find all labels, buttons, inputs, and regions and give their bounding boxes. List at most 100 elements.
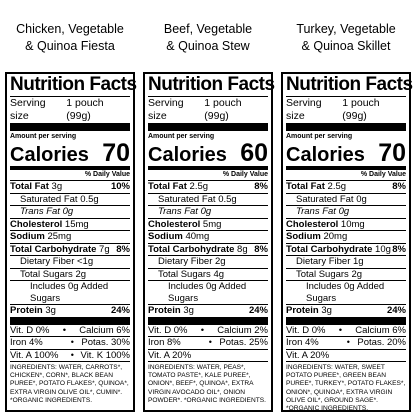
- protein-row: Protein 3g 24%: [148, 304, 268, 317]
- ingredients-text: INGREDIENTS: WATER, PEAS*, TOMATO PASTE*…: [148, 361, 268, 405]
- vitamin-cell: Calcium 2%: [217, 324, 268, 336]
- vitamin-row-1: Vit. D 0% • Calcium 6%: [286, 325, 406, 337]
- product-name-line-2: & Quinoa Stew: [166, 39, 250, 53]
- serving-size-value: 1 pouch (99g): [66, 97, 104, 122]
- product-name: Chicken, Vegetable & Quinoa Fiesta: [5, 0, 135, 66]
- nutrition-facts-panel: Nutrition Facts Serving size 1 pouch (99…: [143, 72, 275, 412]
- trans-fat-row: Trans Fat 0g: [10, 205, 130, 218]
- total-carb-label: Total Carbohydrate: [148, 243, 235, 255]
- vitamin-cell: Vit. D 0%: [286, 324, 326, 336]
- bullet: •: [208, 337, 212, 347]
- total-sugars-row: Total Sugars 2g: [10, 267, 130, 281]
- product-name-line-2: & Quinoa Fiesta: [25, 39, 115, 53]
- added-sugars-row: Includes 0g Added Sugars: [286, 280, 406, 304]
- divider-thick: [286, 316, 406, 325]
- saturated-fat-row: Saturated Fat 0.5g: [148, 192, 268, 206]
- nutrition-column: Chicken, Vegetable & Quinoa Fiesta Nutri…: [5, 0, 137, 412]
- divider-thick: [148, 123, 268, 131]
- bullet: •: [346, 337, 350, 347]
- total-carb-dv: 8%: [254, 243, 268, 255]
- product-name: Turkey, Vegetable & Quinoa Skillet: [281, 0, 411, 66]
- total-fat-amount: 3g: [51, 181, 63, 192]
- total-carbohydrate-row: Total Carbohydrate 7g 8%: [10, 242, 130, 256]
- total-fat-row: Total Fat 2.5g 8%: [286, 180, 406, 193]
- trans-fat-text: Trans Fat 0g: [296, 206, 350, 217]
- total-sugars-row: Total Sugars 2g: [286, 267, 406, 281]
- vitamin-cell: Iron 4%: [286, 337, 319, 348]
- serving-size-row: Serving size 1 pouch (99g): [286, 96, 406, 123]
- sodium-row: Sodium 40mg: [148, 230, 268, 243]
- total-carbohydrate-row: Total Carbohydrate 10g 8%: [286, 242, 406, 256]
- protein-row: Protein 3g 24%: [286, 304, 406, 317]
- protein-amount: 3g: [183, 305, 194, 316]
- calories-row: Calories 70: [286, 139, 406, 167]
- vitamin-cell: Vit. A 20%: [148, 349, 192, 361]
- protein-amount: 3g: [321, 305, 332, 316]
- calories-value: 70: [102, 139, 130, 167]
- added-sugars-row: Includes 0g Added Sugars: [148, 280, 268, 304]
- vitamin-row-2: Iron 4% • Potas. 20%: [286, 336, 406, 349]
- protein-dv: 24%: [248, 305, 268, 316]
- calories-value: 70: [378, 139, 406, 167]
- cholesterol-amount: 5mg: [202, 218, 222, 230]
- protein-row: Protein 3g 24%: [10, 304, 130, 317]
- vitamin-cell: Iron 4%: [10, 337, 43, 348]
- dietary-fiber-row: Dietary Fiber 1g: [286, 255, 406, 268]
- total-fat-dv: 8%: [392, 181, 406, 192]
- total-sugars-row: Total Sugars 4g: [148, 267, 268, 281]
- bullet: •: [62, 324, 67, 336]
- bullet: •: [200, 324, 205, 336]
- vitamin-row-3: Vit. A 20% •: [148, 348, 268, 362]
- product-name-line-2: & Quinoa Skillet: [301, 39, 391, 53]
- total-fat-label: Total Fat: [286, 181, 325, 192]
- total-carb-label: Total Carbohydrate: [10, 243, 97, 255]
- protein-label: Protein: [286, 305, 319, 316]
- total-carb-amount: 7g: [99, 243, 110, 255]
- calories-row: Calories 70: [10, 139, 130, 167]
- protein-label: Protein: [10, 305, 43, 316]
- ingredients-text: INGREDIENTS: WATER, CARROTS*, CHICKEN*, …: [10, 361, 130, 405]
- cholesterol-amount: 15mg: [64, 218, 89, 230]
- cholesterol-label: Cholesterol: [286, 218, 339, 230]
- calories-label: Calories: [286, 144, 365, 166]
- dietary-fiber-row: Dietary Fiber 2g: [148, 255, 268, 268]
- vitamin-cell: Vit. A 100%: [10, 349, 59, 361]
- divider-thick: [286, 123, 406, 131]
- calories-value: 60: [240, 139, 268, 167]
- vitamin-row-1: Vit. D 0% • Calcium 6%: [10, 325, 130, 337]
- sodium-row: Sodium 20mg: [286, 230, 406, 243]
- total-fat-row: Total Fat 3g 10%: [10, 180, 130, 193]
- total-fat-amount: 2.5g: [327, 181, 347, 192]
- bullet: •: [70, 349, 74, 360]
- amount-per-serving: Amount per serving: [10, 133, 77, 140]
- bullet: •: [70, 337, 74, 347]
- added-sugars-row: Includes 0g Added Sugars: [10, 280, 130, 304]
- product-name-line-1: Beef, Vegetable: [163, 22, 253, 36]
- cholesterol-row: Cholesterol 15mg: [10, 217, 130, 231]
- vitamin-cell: Potas. 25%: [219, 337, 268, 348]
- divider-medium: [10, 166, 130, 170]
- vitamin-row-2: Iron 4% • Potas. 30%: [10, 336, 130, 349]
- calories-row: Calories 60: [148, 139, 268, 167]
- cholesterol-label: Cholesterol: [148, 218, 201, 230]
- cholesterol-row: Cholesterol 5mg: [148, 217, 268, 231]
- protein-label: Protein: [148, 305, 181, 316]
- serving-size-label: Serving size: [286, 97, 322, 122]
- nutrition-facts-panel: Nutrition Facts Serving size 1 pouch (99…: [5, 72, 137, 412]
- product-name-line-1: Chicken, Vegetable: [16, 22, 124, 36]
- divider-medium: [286, 166, 406, 170]
- daily-value-header: % Daily Value: [360, 171, 406, 178]
- divider-thick: [148, 316, 268, 325]
- sodium-amount: 25mg: [47, 231, 72, 242]
- protein-amount: 3g: [45, 305, 56, 316]
- bullet: •: [338, 324, 343, 336]
- vitamin-row-3: Vit. A 20% •: [286, 348, 406, 362]
- vitamin-row-2: Iron 8% • Potas. 25%: [148, 336, 268, 349]
- vitamin-row-3: Vit. A 100% • Vit. K 100%: [10, 348, 130, 362]
- saturated-fat-row: Saturated Fat 0.5g: [10, 192, 130, 206]
- serving-size-value: 1 pouch (99g): [204, 97, 242, 122]
- vitamin-cell: Potas. 30%: [81, 337, 130, 348]
- dietary-fiber-row: Dietary Fiber <1g: [10, 255, 130, 268]
- serving-size-row: Serving size 1 pouch (99g): [148, 96, 268, 123]
- vitamin-cell: Vit. D 0%: [148, 324, 188, 336]
